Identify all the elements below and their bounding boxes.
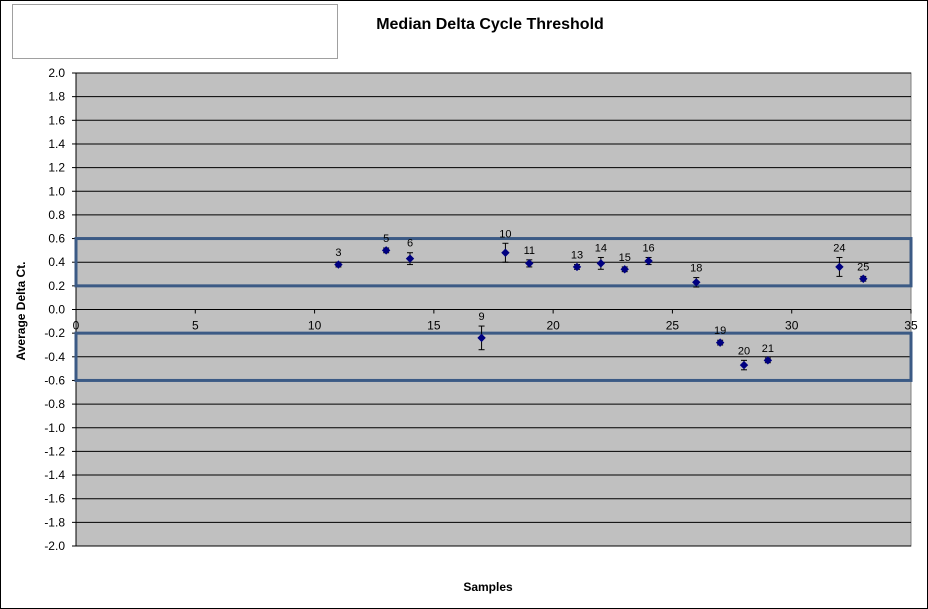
y-tick-label: 1.0 <box>48 184 65 198</box>
x-tick-label: 30 <box>785 319 799 333</box>
data-marker <box>644 256 653 266</box>
point-label: 3 <box>335 247 341 259</box>
y-tick-label: 0.0 <box>48 303 65 317</box>
data-marker <box>692 278 701 287</box>
data-marker <box>715 338 725 347</box>
y-tick-label: -1.4 <box>44 468 65 482</box>
data-point-20: 20 <box>738 345 750 371</box>
point-label: 10 <box>499 228 511 240</box>
data-point-21: 21 <box>762 343 774 365</box>
x-tick-label: 5 <box>192 319 199 333</box>
data-marker <box>334 260 343 269</box>
data-marker <box>620 265 629 274</box>
data-marker <box>596 259 606 268</box>
data-marker <box>525 259 534 268</box>
x-tick-label: 35 <box>904 319 918 333</box>
data-point-16: 16 <box>642 242 655 266</box>
point-label: 13 <box>571 250 583 262</box>
data-marker <box>477 333 486 343</box>
y-tick-label: -2.0 <box>44 539 65 553</box>
data-point-25: 25 <box>857 261 869 283</box>
y-tick-label: -0.8 <box>44 397 65 411</box>
y-tick-label: -0.6 <box>44 373 65 387</box>
point-label: 25 <box>857 261 869 273</box>
legend-box <box>12 4 338 59</box>
x-tick-label: 10 <box>308 319 322 333</box>
highlight-bands <box>74 237 913 382</box>
data-point-5: 5 <box>381 233 391 255</box>
x-tick-label: 25 <box>666 319 680 333</box>
data-point-10: 10 <box>499 228 512 263</box>
data-marker <box>763 356 773 365</box>
y-tick-label: 0.8 <box>48 208 65 222</box>
data-marker <box>835 262 844 272</box>
point-label: 14 <box>595 242 607 254</box>
x-tick-label: 0 <box>73 319 80 333</box>
data-point-14: 14 <box>595 242 607 270</box>
chart-title: Median Delta Cycle Threshold <box>376 16 604 33</box>
data-marker <box>501 248 510 257</box>
point-label: 11 <box>524 245 535 257</box>
point-label: 24 <box>833 242 845 254</box>
data-point-18: 18 <box>690 263 702 288</box>
y-tick-label: -0.2 <box>44 326 65 340</box>
y-axis-title: Average Delta Ct. <box>14 262 28 361</box>
point-label: 19 <box>714 325 726 337</box>
y-tick-label: -1.8 <box>44 515 65 529</box>
data-point-11: 11 <box>524 245 535 268</box>
data-point-9: 9 <box>477 311 486 351</box>
data-point-3: 3 <box>334 247 343 269</box>
point-label: 20 <box>738 345 750 357</box>
x-tick-label: 15 <box>427 319 441 333</box>
highlight-band <box>74 237 913 288</box>
data-points: 3 5 6 9 10 11 13 14 15 16 18 19 20 21 24 25 <box>334 228 869 371</box>
data-point-15: 15 <box>619 252 631 274</box>
y-tick-label: -1.2 <box>44 444 65 458</box>
point-label: 18 <box>690 263 702 275</box>
data-marker <box>739 360 749 370</box>
point-label: 6 <box>407 238 413 250</box>
data-marker <box>405 254 415 263</box>
data-point-6: 6 <box>405 238 415 266</box>
point-label: 15 <box>619 252 631 264</box>
point-label: 21 <box>762 343 774 355</box>
data-point-13: 13 <box>571 250 583 272</box>
data-marker <box>572 262 582 272</box>
data-point-24: 24 <box>833 242 846 277</box>
data-marker <box>381 246 391 255</box>
y-tick-label: 0.2 <box>48 279 65 293</box>
y-tick-label: 1.8 <box>48 90 65 104</box>
x-tick-labels: 0 5 10 15 20 25 30 35 <box>73 309 918 333</box>
y-tick-label: -0.4 <box>44 350 65 364</box>
y-tick-label: 1.2 <box>48 161 65 175</box>
x-tick-label: 20 <box>546 319 560 333</box>
x-axis-title: Samples <box>463 580 513 594</box>
point-label: 9 <box>479 311 485 323</box>
data-marker <box>859 274 868 283</box>
point-label: 5 <box>383 233 389 245</box>
y-tick-label: -1.6 <box>44 492 65 506</box>
highlight-band <box>74 331 913 382</box>
y-tick-label: 2.0 <box>48 66 65 80</box>
data-point-19: 19 <box>714 325 726 347</box>
y-tick-labels: 2.0 1.8 1.6 1.4 1.2 1.0 0.8 0.6 0.4 0.2 0.0 -0.2 -0.… <box>44 66 76 553</box>
y-tick-label: -1.0 <box>44 421 65 435</box>
point-label: 16 <box>642 242 654 254</box>
y-tick-label: 1.6 <box>48 113 65 127</box>
y-tick-label: 0.6 <box>48 232 65 246</box>
y-tick-label: 0.4 <box>48 255 65 269</box>
y-tick-label: 1.4 <box>48 137 65 151</box>
